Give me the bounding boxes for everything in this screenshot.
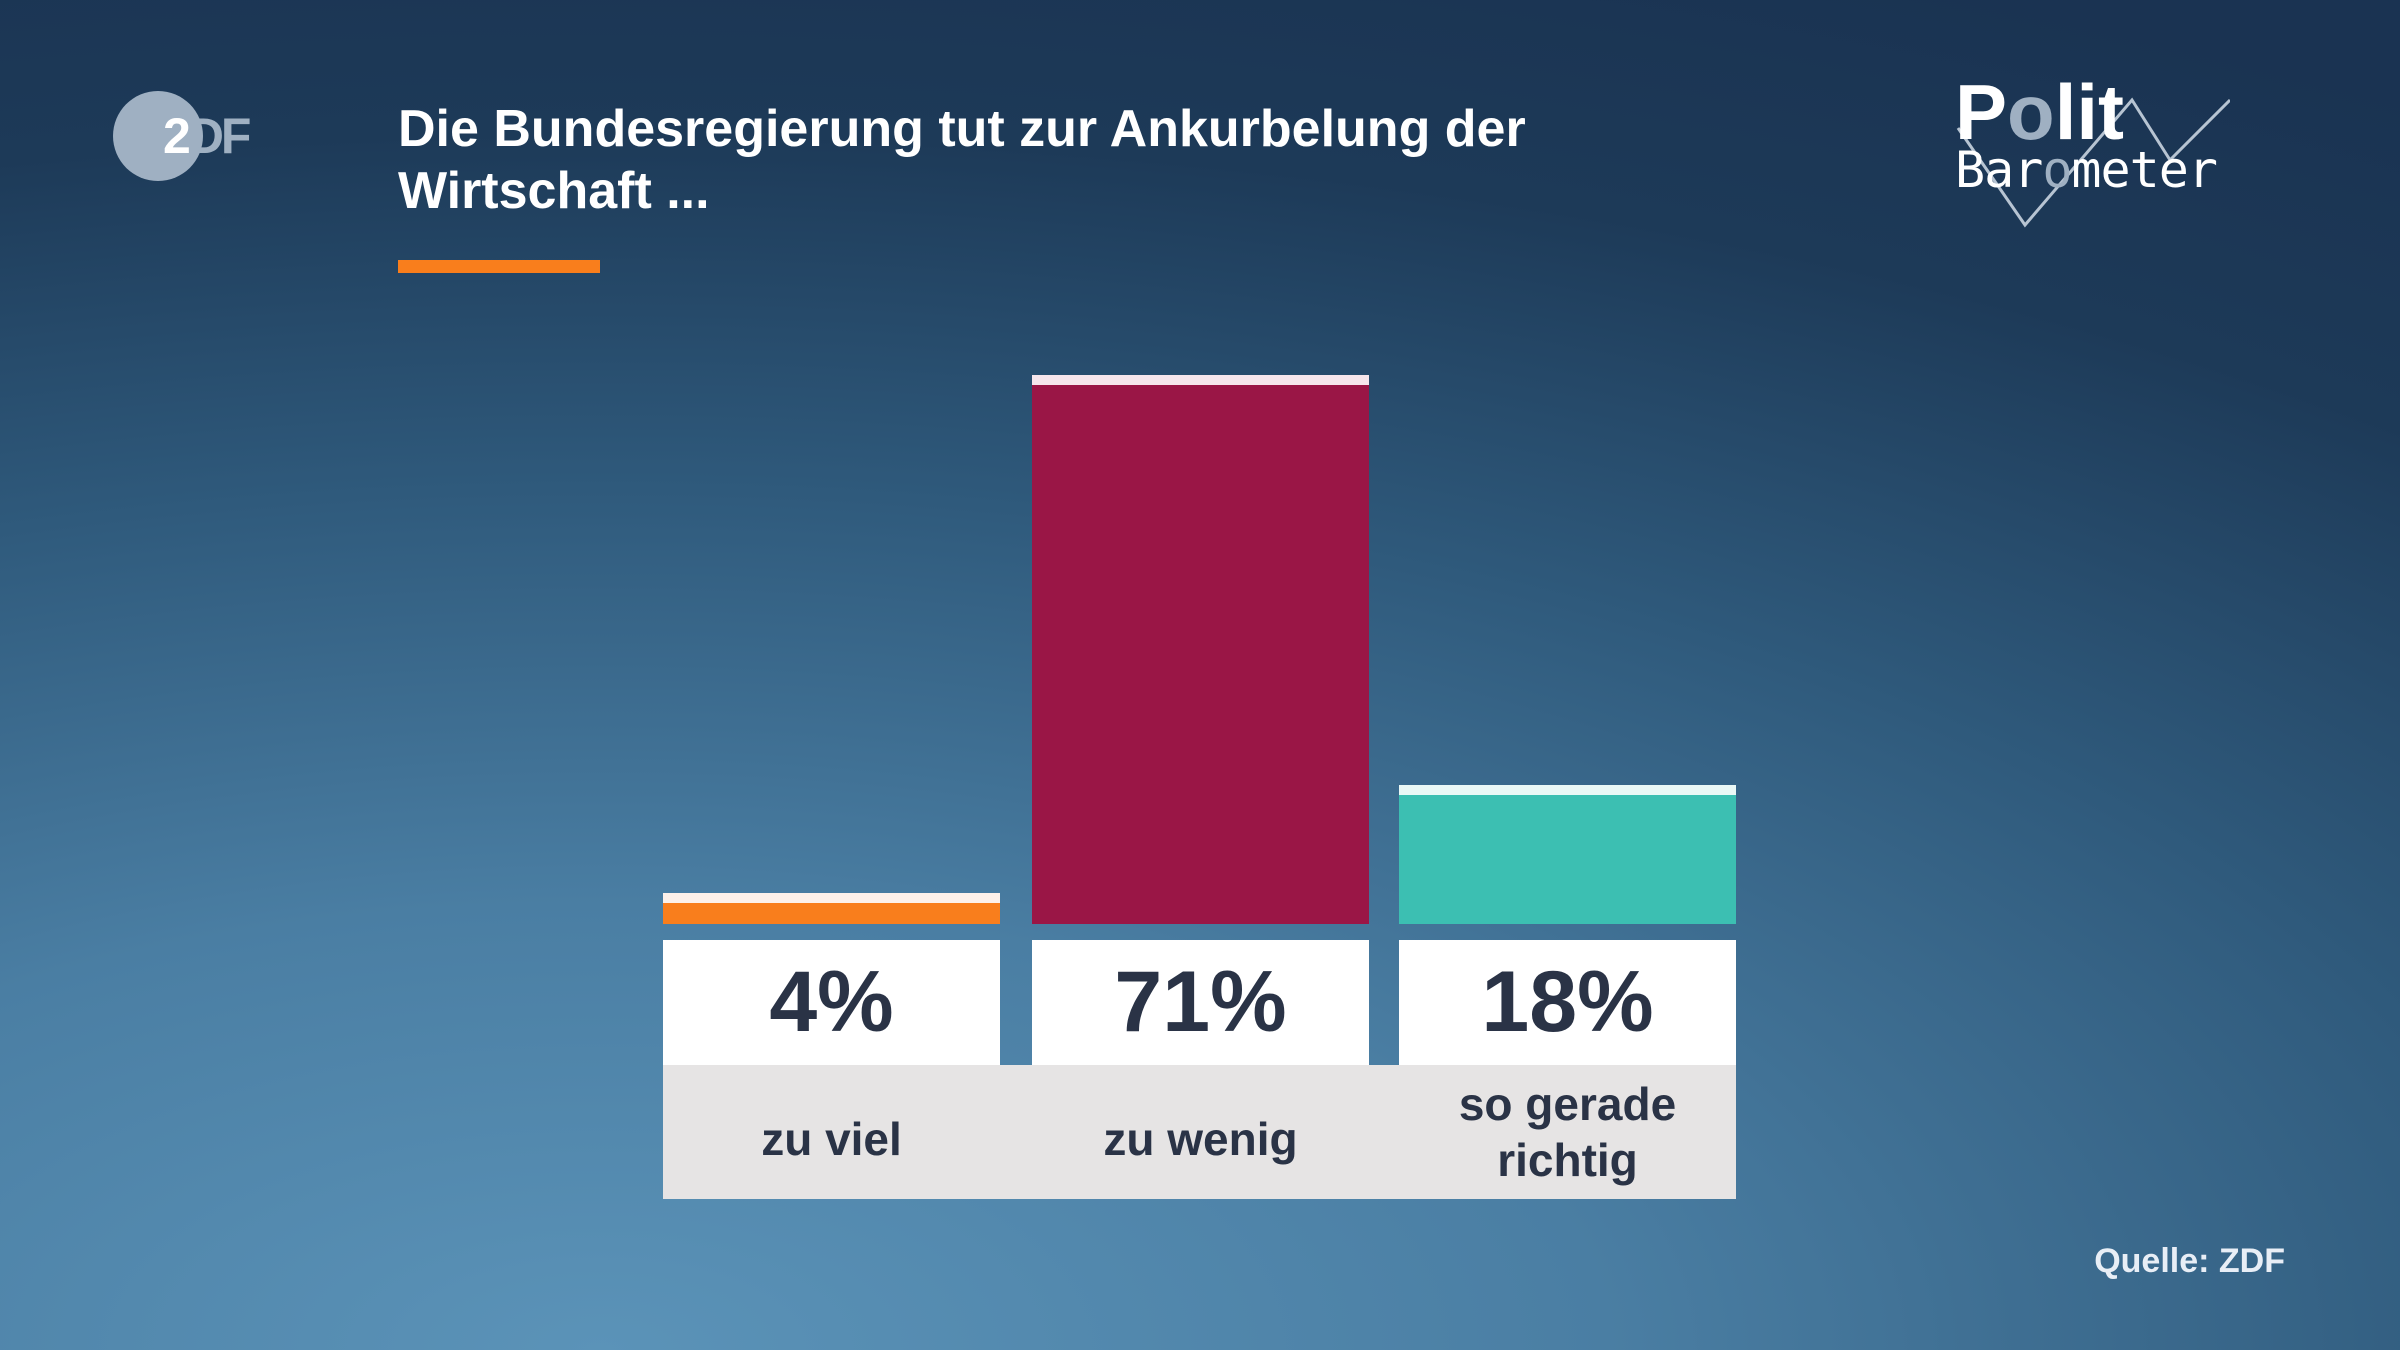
- chart-title: Die Bundesregierung tut zur Ankurbelung …: [398, 98, 1698, 222]
- zdf-logo-text: 2DF: [163, 108, 251, 164]
- zdf-logo-circle-icon: [113, 91, 203, 181]
- bar-so-gerade-richtig: [1399, 785, 1736, 924]
- category-label-so-gerade-richtig: so gerade richtig: [1458, 1078, 1677, 1186]
- title-accent-underline: [398, 260, 600, 273]
- politbarometer-logo-barometer: Barometer: [1955, 141, 2218, 199]
- chart-title-line-2: Wirtschaft ...: [398, 162, 710, 220]
- bar-cap: [1032, 375, 1369, 385]
- value-label-so-gerade-richtig: 18%: [1399, 940, 1736, 1065]
- bar-zu-wenig: [1032, 375, 1369, 924]
- bar-fill: [663, 903, 1000, 924]
- bar-fill: [1032, 385, 1369, 924]
- checkmark-zigzag-icon: [1956, 97, 2230, 228]
- source-credit: Quelle: ZDF: [2094, 1242, 2285, 1280]
- value-label-zu-wenig: 71%: [1032, 940, 1369, 1065]
- bar-cap: [1399, 785, 1736, 795]
- value-label-zu-viel: 4%: [663, 940, 1000, 1065]
- politbarometer-logo-polit: Polit: [1955, 68, 2125, 156]
- chart-title-line-1: Die Bundesregierung tut zur Ankurbelung …: [398, 100, 1526, 158]
- category-label-band: [663, 1065, 1736, 1199]
- category-label-zu-viel: zu viel: [761, 1113, 902, 1165]
- bar-cap: [663, 893, 1000, 903]
- zdf-logo: 2DF: [113, 91, 273, 181]
- category-label-zu-wenig: zu wenig: [1103, 1113, 1298, 1165]
- bar-zu-viel: [663, 893, 1000, 924]
- bar-fill: [1399, 795, 1736, 924]
- politbarometer-logo: Polit Barometer: [1900, 70, 2230, 230]
